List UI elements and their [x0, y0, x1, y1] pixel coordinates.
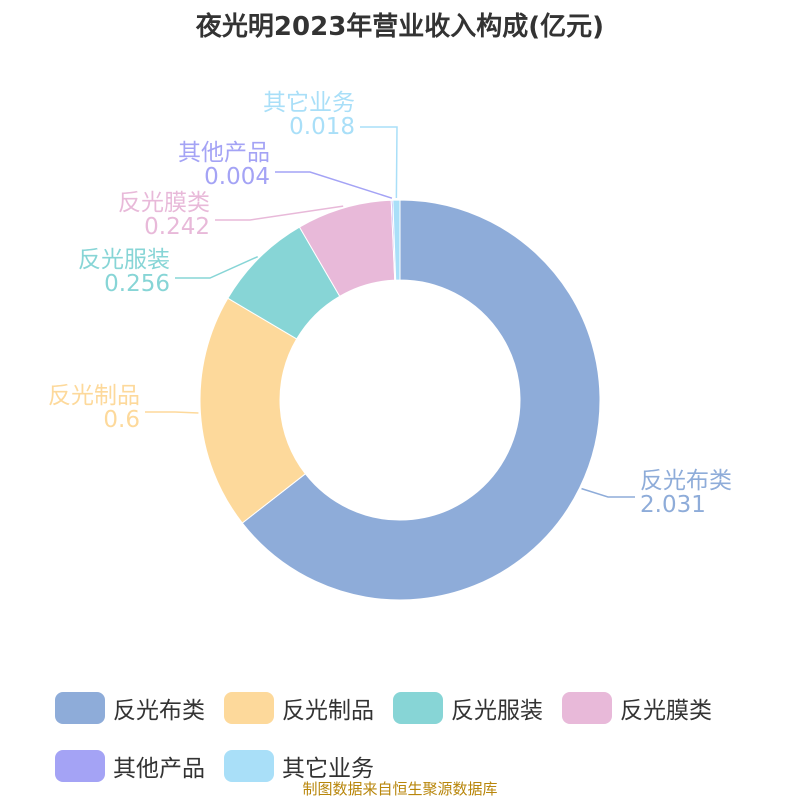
legend-label: 其它业务	[282, 756, 374, 782]
source-note: 制图数据来自恒生聚源数据库	[302, 780, 498, 798]
leader-line	[175, 255, 259, 279]
leader-line	[581, 487, 635, 498]
leader-line	[145, 411, 199, 414]
slice-name-label: 反光膜类	[118, 190, 210, 216]
legend-swatch	[224, 750, 274, 782]
slice-value-label: 2.031	[640, 492, 706, 518]
legend-item-qitachanpin[interactable]: 其他产品	[55, 749, 205, 783]
legend-item-fanguangmolei[interactable]: 反光膜类	[562, 691, 712, 725]
donut-slice[interactable]	[392, 199, 401, 281]
legend-swatch	[393, 692, 443, 724]
legend-swatch	[562, 692, 612, 724]
slice-value-label: 0.256	[104, 271, 170, 297]
legend: 反光布类 反光制品 反光服装 反光膜类 其他产品 其它业务	[55, 690, 775, 806]
legend-swatch	[224, 692, 274, 724]
legend-row: 反光布类 反光制品 反光服装 反光膜类	[55, 690, 775, 726]
slice-name-label: 反光制品	[48, 383, 140, 409]
slice-name-label: 反光布类	[640, 468, 732, 494]
donut-slice[interactable]	[241, 199, 601, 601]
leader-line	[360, 126, 398, 199]
slice-name-label: 其他产品	[178, 140, 270, 166]
leader-line	[275, 171, 393, 199]
legend-item-fanguangbulei[interactable]: 反光布类	[55, 691, 205, 725]
legend-label: 反光服装	[451, 698, 543, 724]
legend-swatch	[55, 692, 105, 724]
slice-value-label: 0.6	[103, 407, 140, 433]
legend-label: 反光膜类	[620, 698, 712, 724]
legend-item-qitayewu[interactable]: 其它业务	[224, 749, 374, 783]
slice-name-label: 反光服装	[78, 247, 170, 273]
slice-value-label: 0.004	[204, 164, 270, 190]
legend-label: 其他产品	[113, 756, 205, 782]
slice-name-label: 其它业务	[263, 90, 355, 116]
legend-item-fanguangfuzhuang[interactable]: 反光服装	[393, 691, 543, 725]
slice-value-label: 0.018	[289, 114, 355, 140]
slice-value-label: 0.242	[144, 214, 210, 240]
donut-slice[interactable]	[199, 297, 307, 524]
legend-item-fanguangzhipin[interactable]: 反光制品	[224, 691, 374, 725]
legend-label: 反光制品	[282, 698, 374, 724]
leader-line	[215, 205, 344, 221]
legend-row: 其他产品 其它业务	[55, 748, 775, 784]
legend-swatch	[55, 750, 105, 782]
chart-title: 夜光明2023年营业收入构成(亿元)	[195, 12, 605, 42]
legend-label: 反光布类	[113, 698, 205, 724]
